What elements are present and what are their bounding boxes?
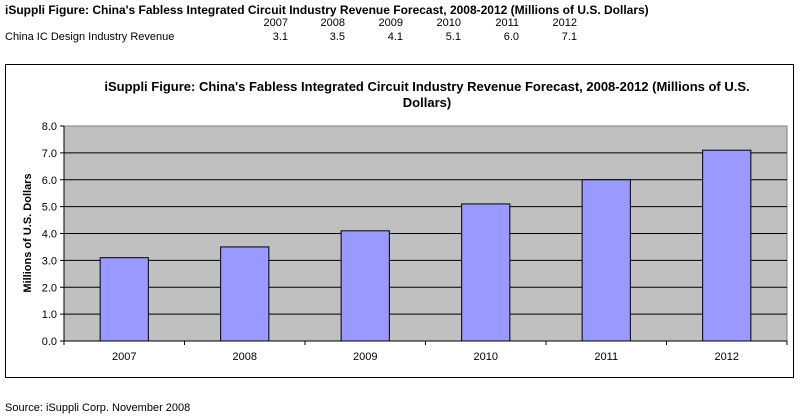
y-tick-label: 4.0: [42, 229, 57, 241]
y-tick-label: 3.0: [42, 255, 57, 267]
table-value: 7.1: [561, 31, 577, 43]
y-tick-label: 2.0: [42, 282, 57, 294]
y-tick-label: 7.0: [42, 148, 57, 160]
y-tick-label: 1.0: [42, 309, 57, 321]
source-note: Source: iSuppli Corp. November 2008: [5, 402, 191, 414]
y-tick-label: 0.0: [42, 336, 57, 348]
x-tick-label: 2007: [112, 351, 136, 363]
y-axis-label: Millions of U.S. Dollars: [22, 173, 34, 292]
table-year: 2008: [320, 17, 345, 29]
table-value: 3.1: [272, 31, 288, 43]
table-row-label: China IC Design Industry Revenue: [5, 31, 175, 43]
x-tick-label: 2012: [715, 351, 739, 363]
bar: [461, 203, 511, 342]
x-tick-label: 2008: [233, 351, 257, 363]
y-tick-label: 8.0: [42, 121, 57, 133]
data-table: 2007 2008 2009 2010 2011 2012 China IC D…: [0, 17, 800, 47]
y-tick-label: 6.0: [42, 175, 57, 187]
chart-title-line-1: iSuppli Figure: China's Fabless Integrat…: [104, 79, 749, 94]
chart-title-line-2: Dollars): [403, 95, 451, 110]
bar: [220, 246, 270, 342]
x-tick-label: 2009: [353, 351, 377, 363]
table-value: 4.1: [387, 31, 403, 43]
table-value: 3.5: [329, 31, 345, 43]
chart-frame: [5, 64, 794, 378]
bar: [340, 230, 390, 342]
table-value: 5.1: [445, 31, 461, 43]
x-tick-label: 2010: [474, 351, 498, 363]
table-year: 2010: [436, 17, 461, 29]
bar: [702, 149, 752, 342]
table-year: 2009: [378, 17, 403, 29]
table-title: iSuppli Figure: China's Fabless Integrat…: [5, 3, 649, 17]
table-year: 2007: [263, 17, 288, 29]
table-year: 2012: [552, 17, 577, 29]
x-tick-label: 2011: [594, 351, 618, 363]
y-tick-label: 5.0: [42, 202, 57, 214]
bar: [99, 257, 149, 342]
table-year: 2011: [495, 17, 519, 29]
table-value: 6.0: [503, 31, 519, 43]
bar: [581, 179, 631, 342]
